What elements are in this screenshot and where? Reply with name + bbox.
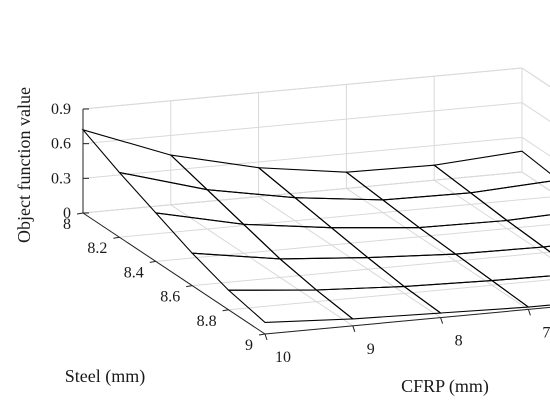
- y-tick-label: 8.4: [124, 264, 144, 281]
- y-axis-label: Steel (mm): [65, 366, 145, 387]
- surface-cell: [293, 197, 421, 229]
- surface-cell: [81, 128, 209, 191]
- z-tick-label: 0.6: [51, 136, 71, 153]
- z-tick-label: 0: [63, 205, 71, 222]
- y-tick-label: 8.6: [160, 289, 180, 306]
- surface-mesh: [81, 128, 550, 323]
- floor-gridline: [82, 171, 523, 214]
- x-tick-label: 9: [367, 341, 375, 358]
- wall-gridline: [82, 67, 523, 110]
- wall-gridline: [82, 136, 523, 179]
- y-tick-label: 9: [245, 337, 253, 354]
- y-tick: [76, 212, 84, 215]
- y-tick-label: 8.8: [197, 313, 217, 330]
- surface-cell: [169, 154, 297, 199]
- axes-box: [82, 67, 550, 335]
- surface-cell: [432, 150, 550, 194]
- y-tick-label: 8.2: [87, 240, 107, 257]
- floor-gridline: [228, 279, 550, 311]
- floor-gridline: [258, 196, 441, 319]
- surface-cell: [278, 257, 406, 291]
- floor-gridline: [521, 171, 550, 192]
- x-tick-label: 8: [455, 333, 463, 350]
- x-axis-line: [264, 306, 550, 335]
- x-tick: [352, 325, 356, 332]
- box-edge: [521, 67, 550, 88]
- y-tick: [222, 309, 229, 312]
- z-axis-label: Object function value: [14, 87, 34, 243]
- surface-cell: [227, 289, 355, 323]
- y-axis-line: [82, 212, 266, 335]
- floor-gridline: [346, 187, 529, 310]
- floor-gridline: [192, 251, 550, 287]
- axes-lines: [82, 109, 550, 335]
- y-tick: [186, 285, 193, 288]
- x-tick-label: 7: [542, 324, 550, 341]
- wall-gridline: [521, 171, 550, 192]
- x-tick-label: 10: [275, 349, 291, 366]
- floor-gridline: [433, 179, 550, 258]
- x-tick: [264, 333, 268, 341]
- x-tick: [527, 309, 531, 316]
- box-edge: [521, 171, 550, 192]
- floor-gridline: [155, 224, 550, 262]
- y-tick-label: 8: [63, 216, 71, 233]
- surface-cell: [242, 223, 370, 260]
- z-tick-label: 0.9: [51, 101, 71, 118]
- floor-gridline: [264, 306, 550, 335]
- z-tick-label: 0.3: [51, 170, 71, 187]
- wall-gridline: [521, 102, 550, 122]
- floor-gridline: [170, 204, 354, 327]
- x-tick: [440, 317, 444, 324]
- x-axis-label: CFRP (mm): [401, 376, 489, 397]
- y-tick: [113, 236, 120, 239]
- wall-gridline: [82, 102, 523, 145]
- wall-gridline: [521, 67, 550, 88]
- tick-labels: 88.28.48.68.89567891000.30.60.9: [51, 101, 550, 366]
- y-tick: [258, 333, 266, 336]
- floor-gridline: [119, 196, 550, 238]
- y-tick: [149, 260, 156, 263]
